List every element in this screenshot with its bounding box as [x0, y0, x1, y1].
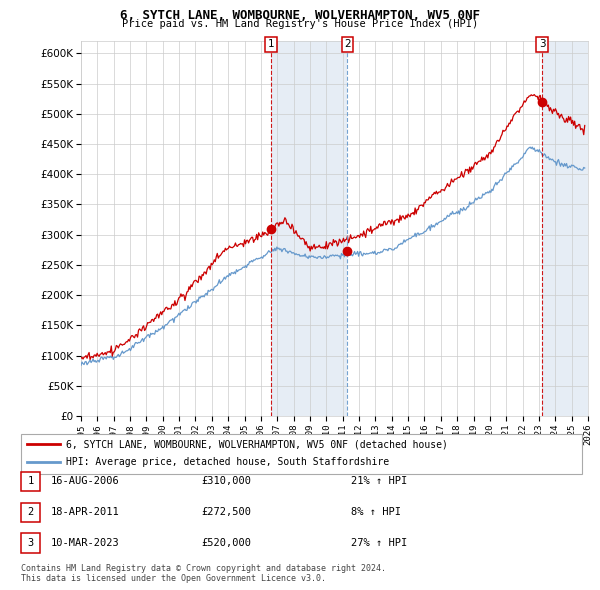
Text: 10-MAR-2023: 10-MAR-2023	[51, 538, 120, 548]
Text: Price paid vs. HM Land Registry's House Price Index (HPI): Price paid vs. HM Land Registry's House …	[122, 19, 478, 29]
Bar	[271, 41, 347, 416]
Text: 2: 2	[344, 40, 351, 50]
Text: 27% ↑ HPI: 27% ↑ HPI	[351, 538, 407, 548]
Text: 1: 1	[268, 40, 274, 50]
Text: 18-APR-2011: 18-APR-2011	[51, 507, 120, 517]
Text: 8% ↑ HPI: 8% ↑ HPI	[351, 507, 401, 517]
Text: 6, SYTCH LANE, WOMBOURNE, WOLVERHAMPTON, WV5 0NF: 6, SYTCH LANE, WOMBOURNE, WOLVERHAMPTON,…	[120, 9, 480, 22]
Text: 16-AUG-2006: 16-AUG-2006	[51, 477, 120, 486]
Text: 6, SYTCH LANE, WOMBOURNE, WOLVERHAMPTON, WV5 0NF (detached house): 6, SYTCH LANE, WOMBOURNE, WOLVERHAMPTON,…	[66, 440, 448, 449]
Text: £520,000: £520,000	[201, 538, 251, 548]
Text: 3: 3	[28, 538, 34, 548]
Text: 21% ↑ HPI: 21% ↑ HPI	[351, 477, 407, 486]
Text: 2: 2	[28, 507, 34, 517]
Text: 1: 1	[28, 477, 34, 486]
Text: £310,000: £310,000	[201, 477, 251, 486]
Text: £272,500: £272,500	[201, 507, 251, 517]
Bar	[542, 41, 588, 416]
Text: 3: 3	[539, 40, 545, 50]
Text: Contains HM Land Registry data © Crown copyright and database right 2024.
This d: Contains HM Land Registry data © Crown c…	[21, 563, 386, 583]
Text: HPI: Average price, detached house, South Staffordshire: HPI: Average price, detached house, Sout…	[66, 457, 389, 467]
